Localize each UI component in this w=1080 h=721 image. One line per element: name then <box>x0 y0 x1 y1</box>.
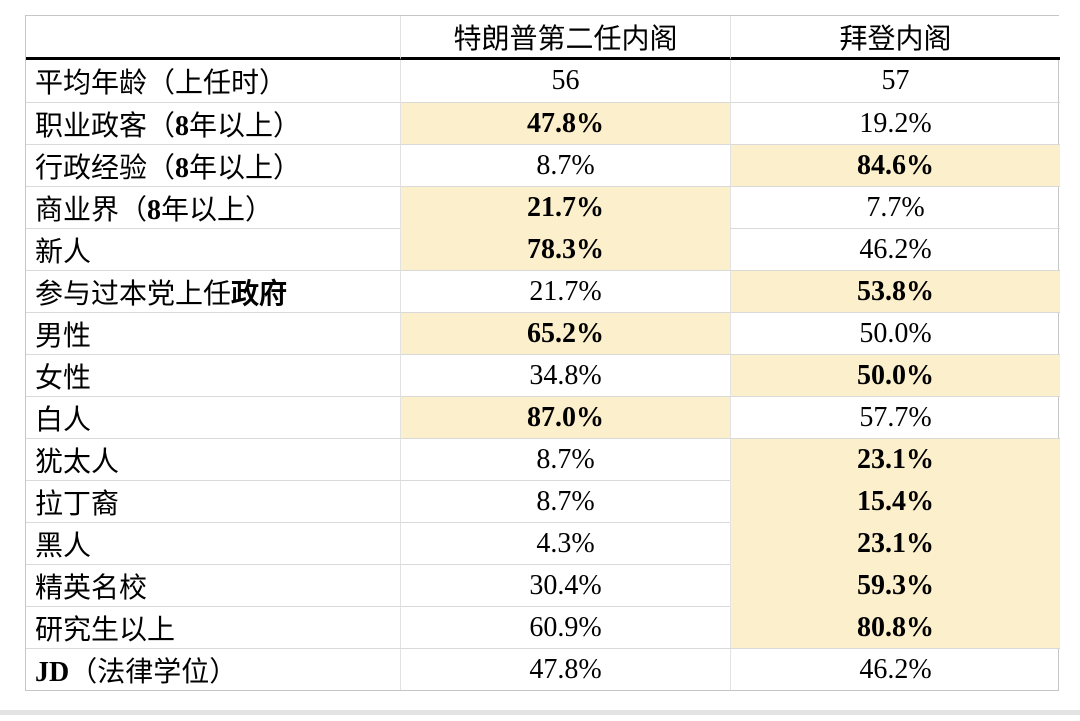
row-label-bold-segment: 政府 <box>231 278 288 310</box>
row-label: 参与过本党上任政府 <box>26 270 400 312</box>
row-label-segment: 黑人 <box>35 530 92 562</box>
table-row: 白人 87.0% 57.7% <box>26 396 1060 438</box>
biden-value-cell: 46.2% <box>730 228 1060 270</box>
trump-value-cell: 30.4% <box>400 564 730 606</box>
table-row: 男性 65.2% 50.0% <box>26 312 1060 354</box>
row-label: 女性 <box>26 354 400 396</box>
row-label: JD（法律学位） <box>26 648 400 690</box>
biden-value-cell: 80.8% <box>730 606 1060 648</box>
table-row: 平均年龄（上任时） 56 57 <box>26 60 1060 102</box>
biden-value-cell: 57.7% <box>730 396 1060 438</box>
row-label-segment: 年以上） <box>161 194 274 226</box>
biden-value-cell: 53.8% <box>730 270 1060 312</box>
row-label: 白人 <box>26 396 400 438</box>
row-label-segment: 女性 <box>35 362 92 394</box>
cabinet-comparison-table: 特朗普第二任内阁 拜登内阁 平均年龄（上任时） 56 57 职业政客（8年以上） 47.… <box>25 15 1060 691</box>
trump-value-cell: 60.9% <box>400 606 730 648</box>
biden-value-cell: 19.2% <box>730 102 1060 144</box>
page-bottom-rule <box>0 710 1080 715</box>
row-label-segment: 研究生以上 <box>35 614 176 646</box>
biden-value-cell: 7.7% <box>730 186 1060 228</box>
trump-value-cell: 8.7% <box>400 144 730 186</box>
table-row: 黑人 4.3% 23.1% <box>26 522 1060 564</box>
row-label-segment: （法律学位） <box>69 656 238 688</box>
table-row: 研究生以上 60.9% 80.8% <box>26 606 1060 648</box>
table-body: 平均年龄（上任时） 56 57 职业政客（8年以上） 47.8% 19.2% 行政经验（8年… <box>26 60 1060 690</box>
trump-value-cell: 65.2% <box>400 312 730 354</box>
table-row: 行政经验（8年以上） 8.7% 84.6% <box>26 144 1060 186</box>
row-label-bold-segment: 8 <box>175 110 190 142</box>
row-label: 商业界（8年以上） <box>26 186 400 228</box>
table-row: 参与过本党上任政府 21.7% 53.8% <box>26 270 1060 312</box>
header-row: 特朗普第二任内阁 拜登内阁 <box>26 16 1060 60</box>
row-label: 拉丁裔 <box>26 480 400 522</box>
comparison-table: 特朗普第二任内阁 拜登内阁 平均年龄（上任时） 56 57 职业政客（8年以上） 47.… <box>26 16 1060 690</box>
row-label-segment: 拉丁裔 <box>35 488 120 520</box>
row-label-segment: 参与过本党上任 <box>35 278 232 310</box>
trump-value-cell: 21.7% <box>400 270 730 312</box>
table-row: JD（法律学位） 47.8% 46.2% <box>26 648 1060 690</box>
row-label-segment: 白人 <box>35 404 92 436</box>
row-label-segment: 男性 <box>35 320 92 352</box>
trump-value-cell: 47.8% <box>400 102 730 144</box>
trump-value-cell: 34.8% <box>400 354 730 396</box>
biden-value-cell: 46.2% <box>730 648 1060 690</box>
table-row: 拉丁裔 8.7% 15.4% <box>26 480 1060 522</box>
table-row: 女性 34.8% 50.0% <box>26 354 1060 396</box>
trump-value-cell: 8.7% <box>400 480 730 522</box>
trump-value-cell: 8.7% <box>400 438 730 480</box>
row-label-segment: 年以上） <box>189 152 302 184</box>
trump-value-cell: 78.3% <box>400 228 730 270</box>
header-trump-cabinet: 特朗普第二任内阁 <box>400 16 730 60</box>
row-label-segment: 行政经验（ <box>35 152 176 184</box>
table-row: 精英名校 30.4% 59.3% <box>26 564 1060 606</box>
row-label: 研究生以上 <box>26 606 400 648</box>
row-label: 精英名校 <box>26 564 400 606</box>
row-label-bold-segment: 8 <box>147 194 162 226</box>
row-label: 职业政客（8年以上） <box>26 102 400 144</box>
biden-value-cell: 57 <box>730 60 1060 102</box>
row-label: 黑人 <box>26 522 400 564</box>
row-label-bold-segment: JD <box>35 656 70 688</box>
row-label: 犹太人 <box>26 438 400 480</box>
row-label: 行政经验（8年以上） <box>26 144 400 186</box>
row-label-segment: 商业界（ <box>35 194 148 226</box>
table-row: 职业政客（8年以上） 47.8% 19.2% <box>26 102 1060 144</box>
header-biden-cabinet: 拜登内阁 <box>730 16 1060 60</box>
row-label-segment: 新人 <box>35 236 92 268</box>
row-label-segment: 职业政客（ <box>35 110 176 142</box>
biden-value-cell: 50.0% <box>730 354 1060 396</box>
row-label: 男性 <box>26 312 400 354</box>
biden-value-cell: 23.1% <box>730 438 1060 480</box>
biden-value-cell: 50.0% <box>730 312 1060 354</box>
trump-value-cell: 21.7% <box>400 186 730 228</box>
header-empty-cell <box>26 16 400 60</box>
biden-value-cell: 23.1% <box>730 522 1060 564</box>
table-row: 商业界（8年以上） 21.7% 7.7% <box>26 186 1060 228</box>
trump-value-cell: 47.8% <box>400 648 730 690</box>
trump-value-cell: 4.3% <box>400 522 730 564</box>
row-label: 平均年龄（上任时） <box>26 60 400 102</box>
row-label-segment: 精英名校 <box>35 572 148 604</box>
row-label-segment: 年以上） <box>189 110 302 142</box>
biden-value-cell: 84.6% <box>730 144 1060 186</box>
row-label-segment: 犹太人 <box>35 446 120 478</box>
row-label-bold-segment: 8 <box>175 152 190 184</box>
trump-value-cell: 87.0% <box>400 396 730 438</box>
row-label: 新人 <box>26 228 400 270</box>
trump-value-cell: 56 <box>400 60 730 102</box>
biden-value-cell: 59.3% <box>730 564 1060 606</box>
table-row: 犹太人 8.7% 23.1% <box>26 438 1060 480</box>
biden-value-cell: 15.4% <box>730 480 1060 522</box>
table-row: 新人 78.3% 46.2% <box>26 228 1060 270</box>
row-label-segment: 平均年龄（上任时） <box>35 68 288 99</box>
